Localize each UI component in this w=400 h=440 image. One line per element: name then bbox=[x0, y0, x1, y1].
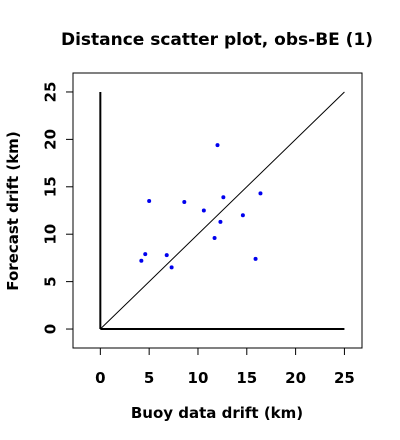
scatter-point bbox=[215, 143, 220, 148]
y-tick-label: 25 bbox=[42, 82, 60, 103]
scatter-point bbox=[258, 191, 263, 196]
x-tick-label: 25 bbox=[334, 369, 355, 387]
y-tick-label: 15 bbox=[42, 176, 60, 197]
scatter-point bbox=[182, 199, 187, 204]
y-axis-label: Forecast drift (km) bbox=[4, 131, 22, 290]
y-tick-label: 20 bbox=[42, 129, 60, 150]
plot-frame bbox=[72, 72, 363, 349]
x-axis: 0 5 10 15 20 25 bbox=[95, 348, 355, 387]
scatter-point bbox=[201, 208, 206, 213]
y-axis: 0 5 10 15 20 25 bbox=[42, 82, 73, 334]
scatter-point bbox=[143, 252, 148, 257]
scatter-point bbox=[218, 219, 223, 224]
x-tick-label: 0 bbox=[95, 369, 105, 387]
scatter-point bbox=[169, 265, 174, 270]
scatter-point bbox=[221, 195, 226, 200]
chart-title: Distance scatter plot, obs-BE (1) bbox=[61, 30, 373, 50]
scatter-point bbox=[139, 258, 144, 263]
scatter-point bbox=[240, 213, 245, 218]
x-tick-label: 20 bbox=[285, 369, 306, 387]
x-axis-label: Buoy data drift (km) bbox=[131, 404, 303, 422]
scatter-point bbox=[147, 199, 152, 204]
scatter-points bbox=[139, 143, 263, 270]
x-tick-label: 5 bbox=[144, 369, 154, 387]
scatter-point bbox=[253, 256, 258, 261]
y-tick-label: 5 bbox=[42, 276, 60, 286]
scatter-point bbox=[212, 236, 217, 240]
y-tick-label: 0 bbox=[42, 324, 60, 334]
y-tick-label: 10 bbox=[42, 224, 60, 245]
scatter-point bbox=[164, 253, 169, 258]
x-tick-label: 15 bbox=[236, 369, 257, 387]
identity-reference-line bbox=[99, 91, 345, 330]
x-tick-label: 10 bbox=[188, 369, 209, 387]
